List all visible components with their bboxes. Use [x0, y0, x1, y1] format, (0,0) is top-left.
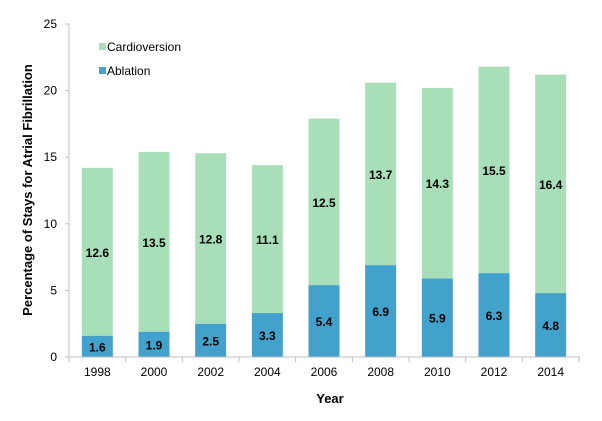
bar-cardioversion-2000 — [138, 151, 170, 332]
x-tick-label: 2008 — [367, 365, 394, 379]
bar-ablation-2006 — [308, 285, 340, 357]
data-label-cardioversion: 14.3 — [426, 177, 450, 191]
bar-cardioversion-2002 — [195, 153, 227, 324]
x-tick-label: 2012 — [481, 365, 508, 379]
bar-cardioversion-2010 — [421, 87, 453, 279]
bar-ablation-2014 — [535, 293, 567, 357]
legend: Cardioversion Ablation — [99, 40, 181, 78]
x-axis-title: Year — [316, 391, 343, 406]
y-tick-label: 20 — [44, 84, 58, 98]
legend-label-cardioversion: Cardioversion — [107, 40, 181, 54]
data-label-cardioversion: 15.5 — [482, 164, 506, 178]
y-tick-label: 0 — [50, 350, 57, 364]
data-label-ablation: 5.9 — [429, 312, 446, 326]
bar-ablation-2004 — [251, 313, 283, 357]
x-tick-label: 1998 — [84, 365, 111, 379]
data-label-cardioversion: 12.6 — [86, 246, 110, 260]
bar-cardioversion-2012 — [478, 66, 510, 274]
legend-swatch-ablation — [99, 67, 106, 74]
x-tick-label: 2004 — [254, 365, 281, 379]
data-label-cardioversion: 11.1 — [256, 233, 279, 247]
y-tick-label: 25 — [44, 17, 58, 31]
data-label-cardioversion: 13.5 — [142, 236, 166, 250]
x-tick-label: 2000 — [141, 365, 168, 379]
bar-ablation-2002 — [195, 323, 227, 357]
bars-layer — [81, 66, 567, 357]
data-label-ablation: 5.4 — [316, 315, 333, 329]
bar-ablation-2012 — [478, 273, 510, 357]
data-label-ablation: 3.3 — [259, 329, 276, 343]
data-label-cardioversion: 12.5 — [312, 196, 336, 210]
axes-layer — [65, 23, 580, 362]
bar-cardioversion-2014 — [535, 74, 567, 294]
bar-cardioversion-2006 — [308, 118, 340, 286]
data-label-ablation: 6.3 — [486, 309, 503, 323]
bar-ablation-1998 — [81, 335, 113, 357]
y-tick-label: 15 — [44, 150, 58, 164]
data-label-ablation: 2.5 — [202, 334, 219, 348]
y-tick-label: 5 — [50, 283, 57, 297]
bar-cardioversion-1998 — [81, 167, 113, 336]
legend-label-ablation: Ablation — [107, 64, 150, 78]
bar-ablation-2010 — [421, 278, 453, 357]
x-tick-label: 2014 — [537, 365, 564, 379]
x-tick-label: 2002 — [197, 365, 224, 379]
y-axis-title: Percentage of Stays for Atrial Fibrillat… — [20, 64, 35, 316]
data-label-ablation: 4.8 — [542, 319, 559, 333]
data-label-ablation: 1.9 — [146, 338, 163, 352]
bar-ablation-2008 — [365, 265, 397, 357]
legend-swatch-cardioversion — [99, 43, 106, 50]
labels-layer: 0 5 10 15 20 25 1998 1.6 12.6 2000 1.9 13.5 2002 2.5 1… — [44, 17, 565, 379]
data-label-cardioversion: 16.4 — [539, 178, 563, 192]
data-label-cardioversion: 12.8 — [199, 232, 223, 246]
x-tick-label: 2010 — [424, 365, 451, 379]
data-label-cardioversion: 13.7 — [369, 168, 393, 182]
bar-cardioversion-2008 — [365, 82, 397, 266]
y-tick-label: 10 — [44, 217, 58, 231]
bar-ablation-2000 — [138, 331, 170, 357]
bar-cardioversion-2004 — [251, 165, 283, 314]
x-tick-label: 2006 — [311, 365, 338, 379]
data-label-ablation: 6.9 — [372, 305, 389, 319]
data-label-ablation: 1.6 — [89, 340, 106, 354]
